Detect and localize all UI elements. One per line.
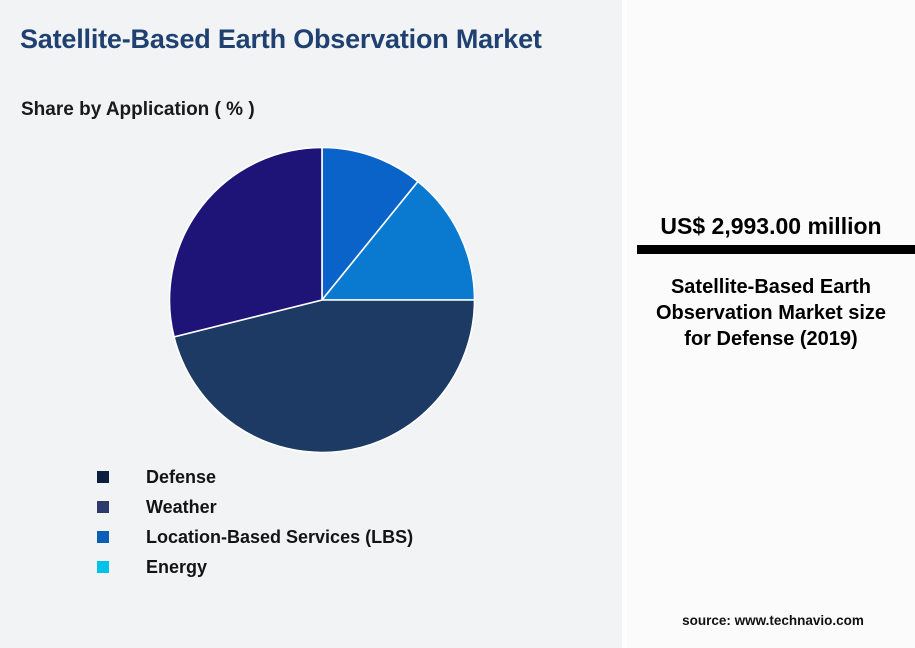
chart-subtitle: Share by Application ( % ): [21, 99, 255, 120]
source-attribution: source: www.technavio.com: [682, 613, 864, 628]
legend-swatch-icon: [97, 561, 109, 573]
legend-item-location-based-services[interactable]: Location-Based Services (LBS): [97, 522, 413, 552]
kpi-caption: Satellite-Based Earth Observation Market…: [655, 276, 887, 350]
legend-label: Energy: [146, 556, 208, 577]
pie-slice[interactable]: [173, 299, 475, 453]
legend-swatch-icon: [97, 471, 109, 483]
legend-item-energy[interactable]: Energy: [97, 552, 413, 582]
chart-panel: Satellite-Based Earth Observation Market…: [0, 0, 622, 648]
kpi-divider: [637, 245, 915, 254]
pie-chart-svg: [169, 147, 475, 453]
legend-label: Defense: [146, 466, 217, 487]
legend-swatch-icon: [97, 531, 109, 543]
pie-slices: [169, 147, 475, 453]
pie-slice[interactable]: [320, 180, 475, 301]
legend-item-weather[interactable]: Weather: [97, 492, 413, 522]
legend-swatch-icon: [97, 501, 109, 513]
legend-label: Location-Based Services (LBS): [146, 526, 414, 547]
legend-item-defense[interactable]: Defense: [97, 462, 413, 492]
pie-chart: [169, 147, 475, 453]
legend-label: Weather: [146, 496, 217, 517]
pie-slice[interactable]: [169, 147, 323, 338]
chart-title: Satellite-Based Earth Observation Market: [20, 24, 542, 54]
chart-legend: Defense Weather Location-Based Services …: [97, 462, 413, 582]
kpi-panel: US$ 2,993.00 million Satellite-Based Ear…: [627, 0, 915, 648]
pie-slice[interactable]: [321, 147, 420, 303]
kpi-value: US$ 2,993.00 million: [660, 213, 882, 239]
